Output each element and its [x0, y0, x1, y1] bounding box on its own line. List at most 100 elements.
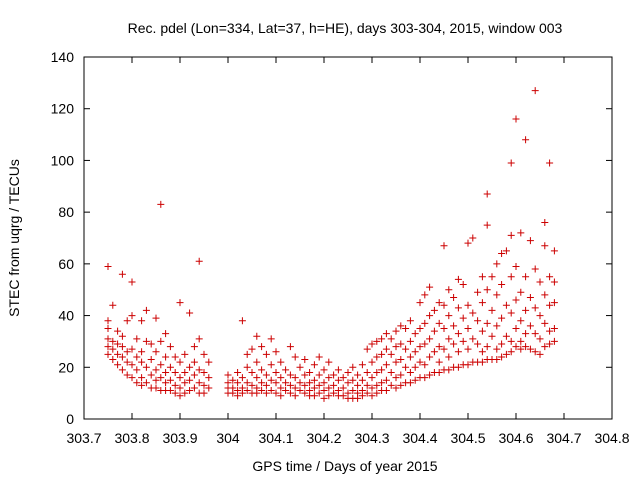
data-point-marker: [291, 384, 299, 392]
data-point-marker: [181, 389, 189, 397]
data-point-marker: [493, 345, 501, 353]
data-point-marker: [171, 353, 179, 361]
data-point-marker: [171, 389, 179, 397]
data-point-marker: [315, 389, 323, 397]
data-point-marker: [512, 325, 520, 332]
data-point-marker: [392, 358, 400, 366]
data-point-marker: [358, 376, 366, 384]
x-tick-label: 304.1: [258, 430, 293, 446]
data-point-marker: [320, 379, 328, 387]
data-point-marker: [435, 299, 443, 307]
data-point-marker: [517, 337, 525, 345]
data-point-marker: [397, 371, 405, 379]
data-point-marker: [339, 374, 347, 382]
data-point-marker: [138, 381, 146, 389]
data-point-marker: [402, 325, 410, 332]
data-point-marker: [229, 389, 237, 397]
y-axis-ticks: 0 20 40 60 80 100 120 140: [51, 49, 612, 427]
data-point-marker: [205, 374, 213, 382]
data-point-marker: [450, 340, 458, 348]
data-point-marker: [488, 332, 496, 340]
data-point-marker: [109, 301, 117, 309]
data-point-marker: [310, 376, 318, 384]
data-point-marker: [478, 273, 486, 281]
data-point-marker: [440, 301, 448, 309]
data-point-marker: [507, 273, 515, 281]
data-point-marker: [445, 366, 453, 374]
data-point-marker: [123, 358, 131, 366]
x-tick-label: 303.8: [114, 430, 149, 446]
data-point-marker: [253, 332, 261, 340]
data-point-marker: [526, 345, 534, 353]
data-point-marker: [238, 317, 246, 325]
data-point-marker: [109, 345, 117, 353]
data-point-marker: [493, 260, 501, 268]
data-point-marker: [272, 389, 280, 397]
data-point-marker: [152, 376, 160, 384]
data-point-marker: [469, 335, 477, 343]
data-point-marker: [253, 389, 261, 397]
data-point-marker: [426, 371, 434, 379]
data-point-marker: [426, 283, 434, 291]
data-point-marker: [176, 384, 184, 392]
data-point-marker: [397, 381, 405, 389]
data-point-marker: [238, 374, 246, 382]
data-point-marker: [373, 381, 381, 389]
data-point-marker: [128, 361, 136, 369]
data-point-marker: [493, 356, 501, 364]
data-point-marker: [373, 337, 381, 345]
data-point-marker: [522, 343, 530, 351]
data-point-marker: [325, 374, 333, 382]
data-point-marker: [550, 278, 558, 286]
data-point-marker: [234, 368, 242, 376]
data-point-marker: [435, 343, 443, 351]
data-point-marker: [502, 350, 510, 358]
data-point-marker: [133, 335, 141, 343]
data-point-marker: [104, 343, 112, 351]
data-point-marker: [454, 348, 462, 356]
data-point-marker: [363, 368, 371, 376]
data-point-marker: [243, 363, 251, 371]
y-tick-label: 120: [51, 101, 75, 117]
x-tick-label: 304.2: [306, 430, 341, 446]
data-point-marker: [176, 299, 184, 307]
data-point-marker: [320, 366, 328, 374]
data-point-marker: [464, 239, 472, 247]
data-point-marker: [291, 353, 299, 361]
data-point-marker: [541, 343, 549, 351]
data-point-marker: [118, 343, 126, 351]
data-point-marker: [488, 306, 496, 314]
data-point-marker: [152, 366, 160, 374]
data-point-marker: [498, 353, 506, 361]
data-point-marker: [550, 337, 558, 345]
data-point-marker: [258, 387, 266, 395]
data-point-marker: [421, 361, 429, 369]
data-point-marker: [454, 275, 462, 283]
data-point-marker: [200, 368, 208, 376]
x-tick-label: 303.7: [66, 430, 101, 446]
x-tick-label: 303.9: [162, 430, 197, 446]
data-point-marker: [157, 361, 165, 369]
data-point-marker: [411, 363, 419, 371]
data-point-marker: [354, 371, 362, 379]
data-point-marker: [512, 262, 520, 270]
data-point-marker: [330, 381, 338, 389]
data-point-marker: [426, 312, 434, 320]
data-point-marker: [118, 270, 126, 278]
data-point-marker: [291, 392, 299, 400]
data-point-marker: [363, 389, 371, 397]
data-point-marker: [123, 317, 131, 325]
data-point-marker: [138, 358, 146, 366]
data-point-marker: [440, 242, 448, 250]
data-point-marker: [138, 317, 146, 325]
data-point-marker: [267, 376, 275, 384]
data-point-marker: [493, 322, 501, 330]
data-point-marker: [267, 387, 275, 395]
data-point-marker: [272, 379, 280, 387]
data-point-marker: [517, 317, 525, 325]
data-point-marker: [507, 231, 515, 239]
data-point-marker: [536, 278, 544, 286]
data-point-marker: [277, 374, 285, 382]
data-point-marker: [526, 293, 534, 301]
